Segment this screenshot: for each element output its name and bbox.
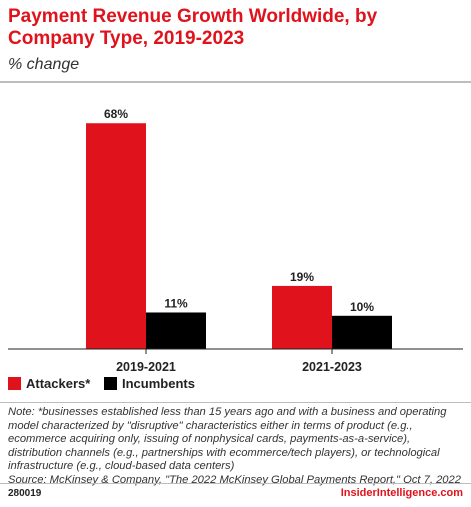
bar-incumbents-2021-2023 [332, 315, 392, 349]
legend-swatch-incumbents [104, 377, 117, 390]
brand-link[interactable]: InsiderIntelligence.com [340, 487, 463, 499]
data-label-attackers-2021-2023: 19% [290, 270, 314, 284]
x-tick-label-2019-2021: 2019-2021 [116, 360, 176, 373]
legend-divider [0, 402, 471, 403]
data-label-incumbents-2021-2023: 10% [350, 300, 374, 314]
data-label-attackers-2019-2021: 68% [104, 107, 128, 121]
x-tick-label-2021-2023: 2021-2023 [302, 360, 362, 373]
bar-incumbents-2019-2021 [146, 312, 206, 349]
legend-swatch-attackers [8, 377, 21, 390]
bar-attackers-2019-2021 [86, 123, 146, 349]
footer-divider [0, 483, 471, 484]
footnote-note: Note: *businesses established less than … [8, 406, 447, 473]
top-divider [0, 81, 471, 83]
data-label-incumbents-2019-2021: 11% [164, 296, 188, 310]
chart-id: 280019 [8, 488, 42, 499]
footnote: Note: *businesses established less than … [8, 406, 463, 488]
bar-chart: 68% 11% 2019-2021 19% 10% 2021-2023 [8, 107, 463, 373]
legend-label-incumbents: Incumbents [122, 376, 195, 391]
chart-subtitle: % change [8, 56, 80, 73]
bar-attackers-2021-2023 [272, 285, 332, 349]
legend-label-attackers: Attackers* [26, 376, 91, 391]
footnote-source: Source: McKinsey & Company, "The 2022 Mc… [8, 473, 461, 486]
chart-title: Payment Revenue Growth Worldwide, by Com… [8, 6, 378, 49]
